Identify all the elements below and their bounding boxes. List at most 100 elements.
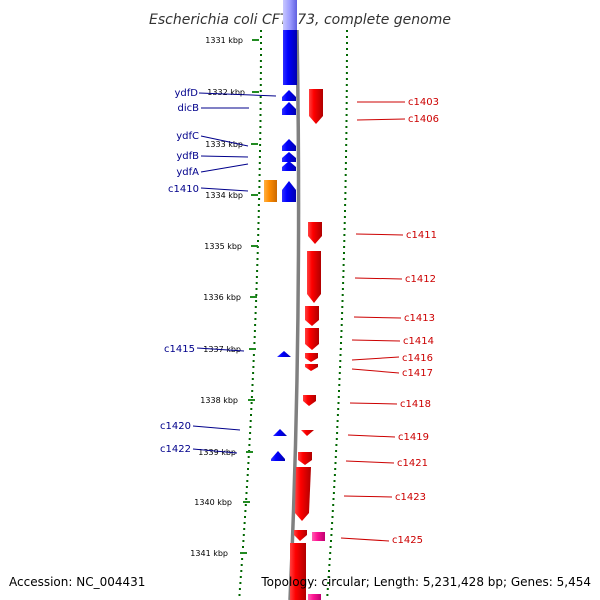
- gene-arrow-c1419[interactable]: [301, 430, 314, 436]
- gene-label-c1411[interactable]: c1411: [406, 230, 437, 241]
- gene-label-c1415[interactable]: c1415: [164, 344, 195, 355]
- gene-label-c1421[interactable]: c1421: [397, 458, 428, 469]
- gene-label-ydfB[interactable]: ydfB: [176, 151, 199, 162]
- gene-label-dicB[interactable]: dicB: [178, 103, 200, 114]
- left-guide-dot: [242, 534, 245, 536]
- gene-arrow-c1416[interactable]: [305, 353, 318, 362]
- left-guide-dot: [252, 366, 255, 368]
- gene-label-c1423[interactable]: c1423: [395, 492, 426, 503]
- gene-label-c1418[interactable]: c1418: [400, 399, 431, 410]
- right-guide-dot: [330, 534, 333, 536]
- gene-arrow-c1412[interactable]: [307, 251, 321, 303]
- gene-label-c1403[interactable]: c1403: [408, 97, 439, 108]
- right-guide-dot: [339, 354, 342, 356]
- gene-block-c1410-orange[interactable]: [264, 180, 277, 202]
- tick-label: 1336 kbp: [203, 293, 241, 302]
- gene-label-c1410[interactable]: c1410: [168, 184, 199, 195]
- right-guide-dot: [333, 474, 336, 476]
- left-guide-dot: [239, 576, 242, 578]
- gene-label-c1419[interactable]: c1419: [398, 432, 429, 443]
- gene-arrow-ydfD[interactable]: [282, 90, 296, 101]
- right-guide-dot: [336, 414, 339, 416]
- gene-label-ydfA[interactable]: ydfA: [176, 167, 199, 178]
- left-guide-dot: [260, 54, 262, 56]
- left-guide-dot: [254, 312, 257, 314]
- right-guide-dot: [331, 522, 334, 524]
- tick-1338: 1338 kbp: [200, 396, 255, 405]
- gene-arrow-c1411[interactable]: [308, 222, 322, 244]
- right-guide-dot: [330, 540, 332, 542]
- gene-arrow-c1417[interactable]: [305, 364, 318, 371]
- gene-label-c1416[interactable]: c1416: [402, 353, 433, 364]
- gene-label-c1417[interactable]: c1417: [402, 368, 433, 379]
- gene-arrow-c1420[interactable]: [273, 429, 287, 436]
- left-guide-dot: [257, 222, 260, 224]
- gene-label-c1422[interactable]: c1422: [160, 444, 191, 455]
- gene-block-bottom[interactable]: [290, 543, 306, 600]
- tick-1339: 1339 kbp: [198, 448, 253, 457]
- leader-line: [343, 495, 393, 498]
- gene-arrow-c1410[interactable]: [282, 181, 296, 202]
- tick-label: 1338 kbp: [200, 396, 238, 405]
- right-guide-dot: [336, 426, 339, 428]
- left-guide-dot: [259, 102, 262, 104]
- gene-arrow-c1403[interactable]: [309, 89, 323, 124]
- right-guide-dot: [344, 186, 347, 188]
- right-guide-dot: [340, 330, 343, 332]
- gene-block-bottom-pink[interactable]: [308, 594, 321, 600]
- leader-line: [355, 233, 404, 236]
- gene-block-forward[interactable]: [283, 30, 297, 85]
- gene-arrow-ydfC[interactable]: [282, 139, 296, 151]
- gene-arrow-c1415[interactable]: [277, 351, 291, 357]
- gene-block-c1425-pink[interactable]: [312, 532, 325, 541]
- right-guide-dot: [341, 294, 344, 296]
- right-guide-dot: [344, 204, 347, 206]
- left-guide-dot: [251, 378, 254, 380]
- gene-block-upper[interactable]: [283, 0, 297, 30]
- leader-line: [200, 163, 249, 173]
- gene-arrow-c1421[interactable]: [298, 452, 312, 465]
- left-guide-dot: [253, 336, 256, 338]
- right-guide-dot: [329, 546, 332, 548]
- gene-label-c1406[interactable]: c1406: [408, 114, 439, 125]
- gene-arrow-c1423[interactable]: [295, 467, 311, 521]
- right-guide-dot: [343, 246, 346, 248]
- gene-arrow-c1413[interactable]: [305, 306, 319, 326]
- gene-arrow-ydfA[interactable]: [282, 161, 296, 171]
- gene-label-c1425[interactable]: c1425: [392, 535, 423, 546]
- gene-label-c1412[interactable]: c1412: [405, 274, 436, 285]
- gene-label-c1420[interactable]: c1420: [160, 421, 191, 432]
- gene-label-ydfC[interactable]: ydfC: [176, 131, 199, 142]
- tick-label: 1340 kbp: [194, 498, 232, 507]
- gene-arrow-c1425[interactable]: [294, 530, 307, 541]
- gene-arrow-ydfB[interactable]: [282, 152, 296, 162]
- left-guide-dot: [245, 492, 248, 494]
- gene-arrow-c1418[interactable]: [303, 395, 316, 406]
- left-guide-dot: [243, 522, 246, 524]
- gene-label-ydfD[interactable]: ydfD: [175, 88, 199, 99]
- right-guide-dot: [339, 366, 342, 368]
- tick-label: 1334 kbp: [205, 191, 243, 200]
- left-guide-dot: [254, 324, 257, 326]
- left-guide-dot: [257, 234, 260, 236]
- gene-arrow-c1422[interactable]: [271, 451, 285, 461]
- right-guide-dot: [338, 372, 341, 374]
- right-guide-dot: [333, 480, 336, 482]
- genome-info-text: Topology: circular; Length: 5,231,428 bp…: [260, 575, 591, 589]
- right-guide-dot: [336, 420, 339, 422]
- right-guide-dot: [327, 576, 330, 578]
- gene-label-c1413[interactable]: c1413: [404, 313, 435, 324]
- left-guide-dot: [242, 540, 245, 542]
- left-guide-dot: [258, 186, 261, 188]
- right-guide-dot: [335, 450, 338, 452]
- leader-line: [349, 402, 398, 405]
- gene-label-c1414[interactable]: c1414: [403, 336, 434, 347]
- gene-arrow-c1414[interactable]: [305, 328, 319, 350]
- left-guide-dot: [238, 588, 241, 590]
- right-guide-dot: [337, 402, 340, 404]
- leader-line: [196, 347, 245, 352]
- right-guide-dot: [345, 60, 348, 62]
- left-guide-dot: [251, 390, 254, 392]
- left-guide-dot: [259, 132, 262, 134]
- gene-arrow-dicB[interactable]: [282, 102, 296, 115]
